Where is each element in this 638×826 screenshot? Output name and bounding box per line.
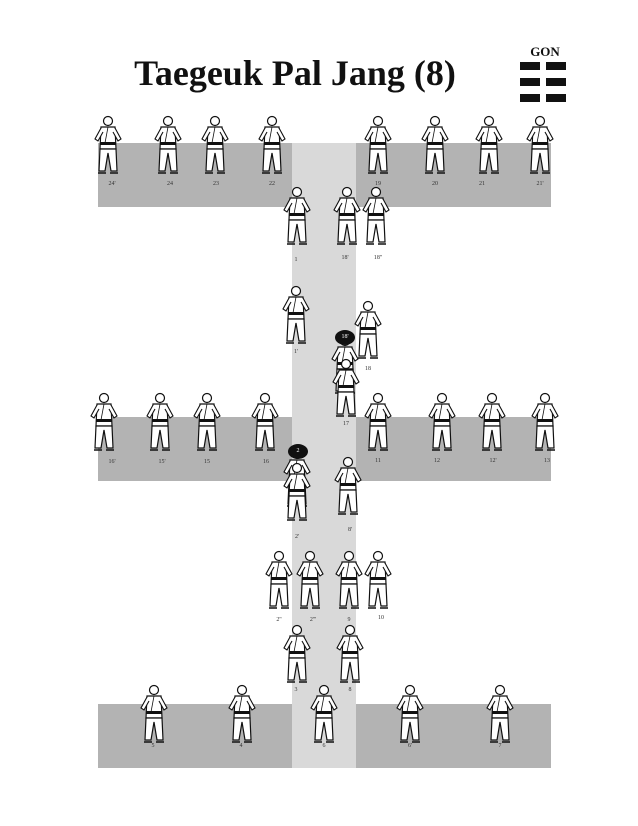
step-label: 18''	[373, 255, 383, 261]
step-label: 16'	[108, 459, 116, 465]
poomsae-figure	[89, 392, 119, 454]
poomsae-figure	[525, 115, 555, 177]
step-label: 11	[375, 458, 381, 464]
poomsae-figure	[363, 115, 393, 177]
step-label: 16	[263, 459, 269, 465]
step-label: 18	[365, 366, 371, 372]
step-label: 4	[239, 743, 243, 749]
poomsae-figure	[200, 115, 230, 177]
poomsae-figure	[257, 115, 287, 177]
step-label: 6'	[407, 743, 413, 749]
poomsae-figure	[295, 550, 325, 612]
poomsae-figure	[332, 186, 362, 248]
step-label: 13	[544, 458, 550, 464]
step-label: 12	[434, 458, 440, 464]
poomsae-figure	[474, 115, 504, 177]
step-label: 7	[498, 743, 502, 749]
step-label: 2'	[294, 534, 300, 540]
step-label: 12'	[489, 458, 497, 464]
poomsae-figure	[331, 358, 361, 420]
poomsae-figure	[282, 186, 312, 248]
poomsae-figure	[227, 684, 257, 746]
step-label: 17	[343, 421, 349, 427]
poomsae-figure	[145, 392, 175, 454]
step-label: 21'	[536, 181, 544, 187]
step-label: 10	[378, 615, 384, 621]
poomsae-figure	[363, 550, 393, 612]
poomsae-figure	[334, 550, 364, 612]
step-label: 23	[213, 181, 219, 187]
poomsae-figure	[333, 456, 363, 518]
poomsae-figure	[477, 392, 507, 454]
poomsae-figure	[250, 392, 280, 454]
step-label: 19	[375, 181, 381, 187]
step-label: 6	[322, 743, 326, 749]
step-label: 2''	[276, 617, 282, 623]
poomsae-figure	[281, 285, 311, 347]
step-label: 5	[151, 743, 155, 749]
poomsae-figure	[420, 115, 450, 177]
step-marker: 18'	[335, 330, 355, 345]
step-label: 1'	[293, 349, 299, 355]
step-label: 3	[294, 687, 298, 693]
poomsae-figure	[361, 186, 391, 248]
step-label: 24	[167, 181, 173, 187]
poomsae-figure	[353, 300, 383, 362]
poomsae-figure	[93, 115, 123, 177]
page-title: Taegeuk Pal Jang (8)	[134, 53, 456, 93]
poomsae-figure	[309, 684, 339, 746]
poomsae-figure	[395, 684, 425, 746]
step-marker: 2	[288, 444, 308, 459]
step-label: 20	[432, 181, 438, 187]
poomsae-figure	[427, 392, 457, 454]
step-label: 2'''	[309, 617, 317, 623]
step-label: 8'	[347, 527, 353, 533]
trigram-label: GON	[530, 44, 560, 59]
gon-trigram-icon	[520, 62, 566, 104]
poomsae-figure	[139, 684, 169, 746]
step-label: 21	[479, 181, 485, 187]
poomsae-figure	[335, 624, 365, 686]
poomsae-figure	[153, 115, 183, 177]
poomsae-figure	[530, 392, 560, 454]
step-label: 9	[347, 617, 351, 623]
poomsae-figure	[192, 392, 222, 454]
poomsae-figure	[282, 624, 312, 686]
step-label: 15	[204, 459, 210, 465]
poomsae-figure	[485, 684, 515, 746]
step-label: 24'	[108, 181, 116, 187]
step-label: 8	[348, 687, 352, 693]
step-label: 1	[294, 257, 298, 263]
step-label: 15'	[158, 459, 166, 465]
step-label: 22	[269, 181, 275, 187]
poomsae-figure	[264, 550, 294, 612]
step-label: 18'	[341, 255, 349, 261]
poomsae-figure	[363, 392, 393, 454]
poomsae-figure	[282, 462, 312, 524]
